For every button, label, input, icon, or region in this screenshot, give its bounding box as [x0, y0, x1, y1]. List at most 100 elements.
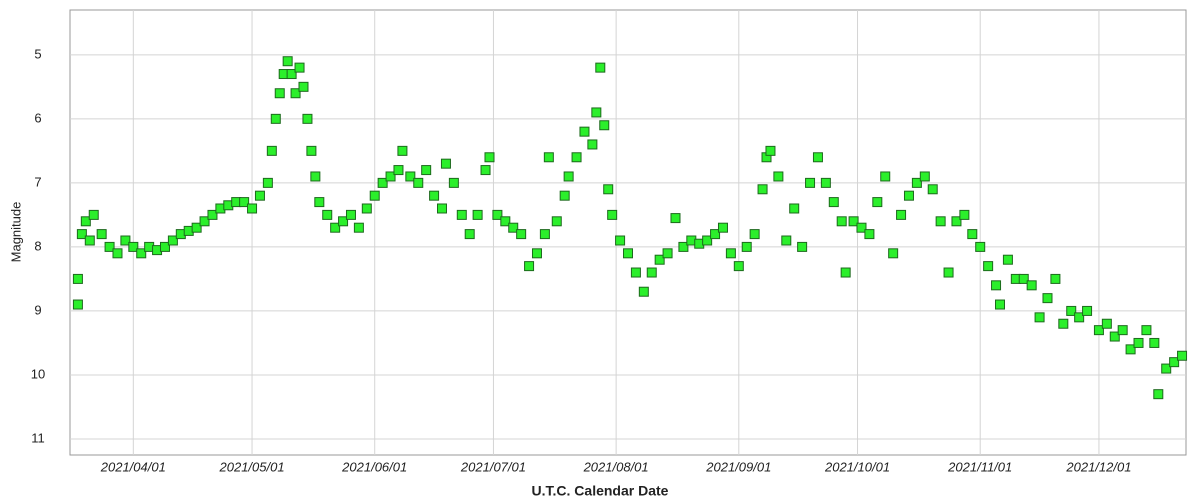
data-point — [310, 171, 321, 182]
data-point — [1026, 280, 1037, 291]
data-point — [472, 209, 483, 220]
data-point — [377, 177, 388, 188]
data-point — [995, 299, 1005, 310]
data-point — [80, 216, 91, 227]
data-point — [421, 165, 432, 176]
data-point — [741, 241, 752, 252]
data-point — [943, 267, 954, 278]
data-point — [1133, 337, 1144, 348]
data-point — [840, 267, 851, 278]
data-point — [725, 248, 736, 259]
data-point — [199, 216, 210, 227]
data-point — [72, 273, 83, 284]
y-tick-label: 5 — [34, 46, 41, 61]
data-point — [353, 222, 364, 233]
data-point — [207, 209, 218, 220]
data-point — [290, 88, 301, 99]
data-point — [1042, 293, 1053, 304]
data-point — [646, 267, 657, 278]
data-point — [302, 113, 313, 124]
data-point — [880, 171, 891, 182]
plot-frame — [69, 9, 1187, 456]
data-point — [911, 177, 922, 188]
data-point — [440, 158, 451, 169]
data-point — [112, 248, 123, 259]
data-point — [765, 145, 776, 156]
data-point — [345, 209, 356, 220]
data-point — [595, 62, 606, 73]
data-point — [539, 229, 550, 240]
data-point — [872, 197, 883, 208]
x-tick-label: 2021/12/01 — [1065, 459, 1131, 474]
data-point — [524, 261, 535, 272]
data-point — [1141, 325, 1152, 336]
data-point — [717, 222, 728, 233]
y-axis-label: Magnitude — [8, 202, 23, 263]
data-point — [797, 241, 808, 252]
data-point — [888, 248, 899, 259]
data-point — [480, 165, 491, 176]
data-point — [983, 261, 994, 272]
x-tick-label: 2021/04/01 — [100, 459, 166, 474]
data-point — [322, 209, 333, 220]
data-point — [405, 171, 416, 182]
data-point — [508, 222, 519, 233]
data-point — [1082, 305, 1093, 316]
data-point — [836, 216, 847, 227]
data-point — [385, 171, 396, 182]
data-point — [820, 177, 831, 188]
data-point — [330, 222, 341, 233]
data-point — [551, 216, 562, 227]
data-point — [254, 190, 265, 201]
data-point — [1161, 363, 1172, 374]
data-point — [84, 235, 95, 246]
data-point — [1093, 325, 1104, 336]
data-point — [1149, 337, 1160, 348]
data-point — [864, 229, 875, 240]
y-tick-label: 8 — [34, 238, 41, 253]
data-point — [607, 209, 618, 220]
data-point — [812, 152, 823, 163]
data-point — [1058, 318, 1069, 329]
data-point — [1169, 357, 1180, 368]
data-point — [1109, 331, 1120, 342]
data-point — [828, 197, 839, 208]
data-point — [543, 152, 554, 163]
data-point — [262, 177, 273, 188]
data-point — [935, 216, 946, 227]
data-point — [975, 241, 986, 252]
data-point — [587, 139, 598, 150]
data-point — [749, 229, 760, 240]
data-point — [1101, 318, 1112, 329]
data-point — [369, 190, 380, 201]
data-point — [282, 56, 293, 67]
data-point — [136, 248, 147, 259]
data-point — [1125, 344, 1136, 355]
data-point — [1074, 312, 1085, 323]
data-point — [247, 203, 258, 214]
data-point — [1050, 273, 1061, 284]
data-point — [638, 286, 649, 297]
data-point — [531, 248, 542, 259]
data-point — [781, 235, 792, 246]
data-point — [805, 177, 816, 188]
data-point — [654, 254, 665, 265]
x-tick-label: 2021/06/01 — [341, 459, 407, 474]
data-point — [397, 145, 408, 156]
data-point — [896, 209, 907, 220]
x-tick-label: 2021/07/01 — [460, 459, 526, 474]
x-tick-label: 2021/10/01 — [824, 459, 890, 474]
data-point — [789, 203, 800, 214]
data-point — [484, 152, 495, 163]
data-point — [848, 216, 859, 227]
data-point — [429, 190, 440, 201]
data-point — [559, 190, 570, 201]
data-point — [1177, 350, 1188, 361]
data-point — [500, 216, 511, 227]
data-point — [88, 209, 99, 220]
x-tick-label: 2021/09/01 — [705, 459, 771, 474]
data-point — [167, 235, 178, 246]
data-point — [903, 190, 914, 201]
data-point — [927, 184, 938, 195]
data-point — [266, 145, 277, 156]
